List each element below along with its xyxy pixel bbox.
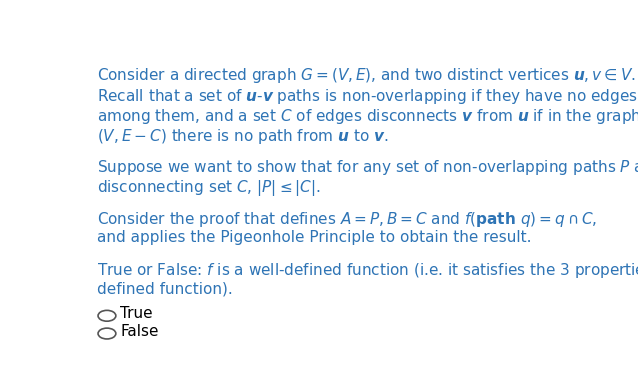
Text: among them, and a set $\mathit{C}$ of edges disconnects $\boldsymbol{v}$ from $\: among them, and a set $\mathit{C}$ of ed… [97,107,638,126]
Text: Recall that a set of $\boldsymbol{u}$-$\boldsymbol{v}$ paths is non-overlapping : Recall that a set of $\boldsymbol{u}$-$\… [97,87,638,106]
Text: False: False [121,324,159,339]
Text: Consider the proof that defines $\mathit{A} = \mathit{P}, \mathit{B} = \mathit{C: Consider the proof that defines $\mathit… [97,210,597,229]
Text: $(\mathit{V}, \mathit{E} - \mathit{C})$ there is no path from $\boldsymbol{u}$ t: $(\mathit{V}, \mathit{E} - \mathit{C})$ … [97,127,389,146]
Text: defined function).: defined function). [97,282,233,296]
Text: Consider a directed graph $\mathit{G} = (\mathit{V}, \mathit{E})$, and two disti: Consider a directed graph $\mathit{G} = … [97,66,636,86]
Text: Suppose we want to show that for any set of non-overlapping paths $\mathit{P}$ a: Suppose we want to show that for any set… [97,158,638,177]
Text: True or False: $\mathit{f}$ is a well-defined function (i.e. it satisfies the 3 : True or False: $\mathit{f}$ is a well-de… [97,261,638,280]
Text: and applies the Pigeonhole Principle to obtain the result.: and applies the Pigeonhole Principle to … [97,230,531,245]
Text: disconnecting set $\mathit{C}$, $|\mathit{P}| \leq |\mathit{C}|$.: disconnecting set $\mathit{C}$, $|\mathi… [97,178,321,199]
Text: True: True [121,306,153,321]
